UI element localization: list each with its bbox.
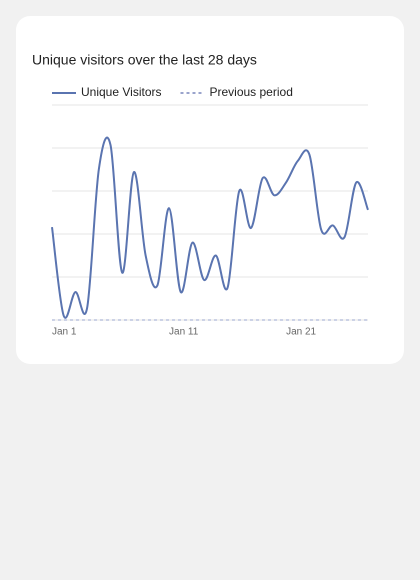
legend-label: Previous period bbox=[209, 85, 292, 99]
chart-title: Unique visitors over the last 28 days bbox=[32, 52, 257, 68]
series-line bbox=[51, 136, 369, 319]
x-tick-label: Jan 11 bbox=[169, 327, 199, 338]
legend-label: Unique Visitors bbox=[81, 85, 161, 99]
x-tick-label: Jan 1 bbox=[52, 327, 77, 338]
x-tick-label: Jan 21 bbox=[286, 327, 316, 338]
